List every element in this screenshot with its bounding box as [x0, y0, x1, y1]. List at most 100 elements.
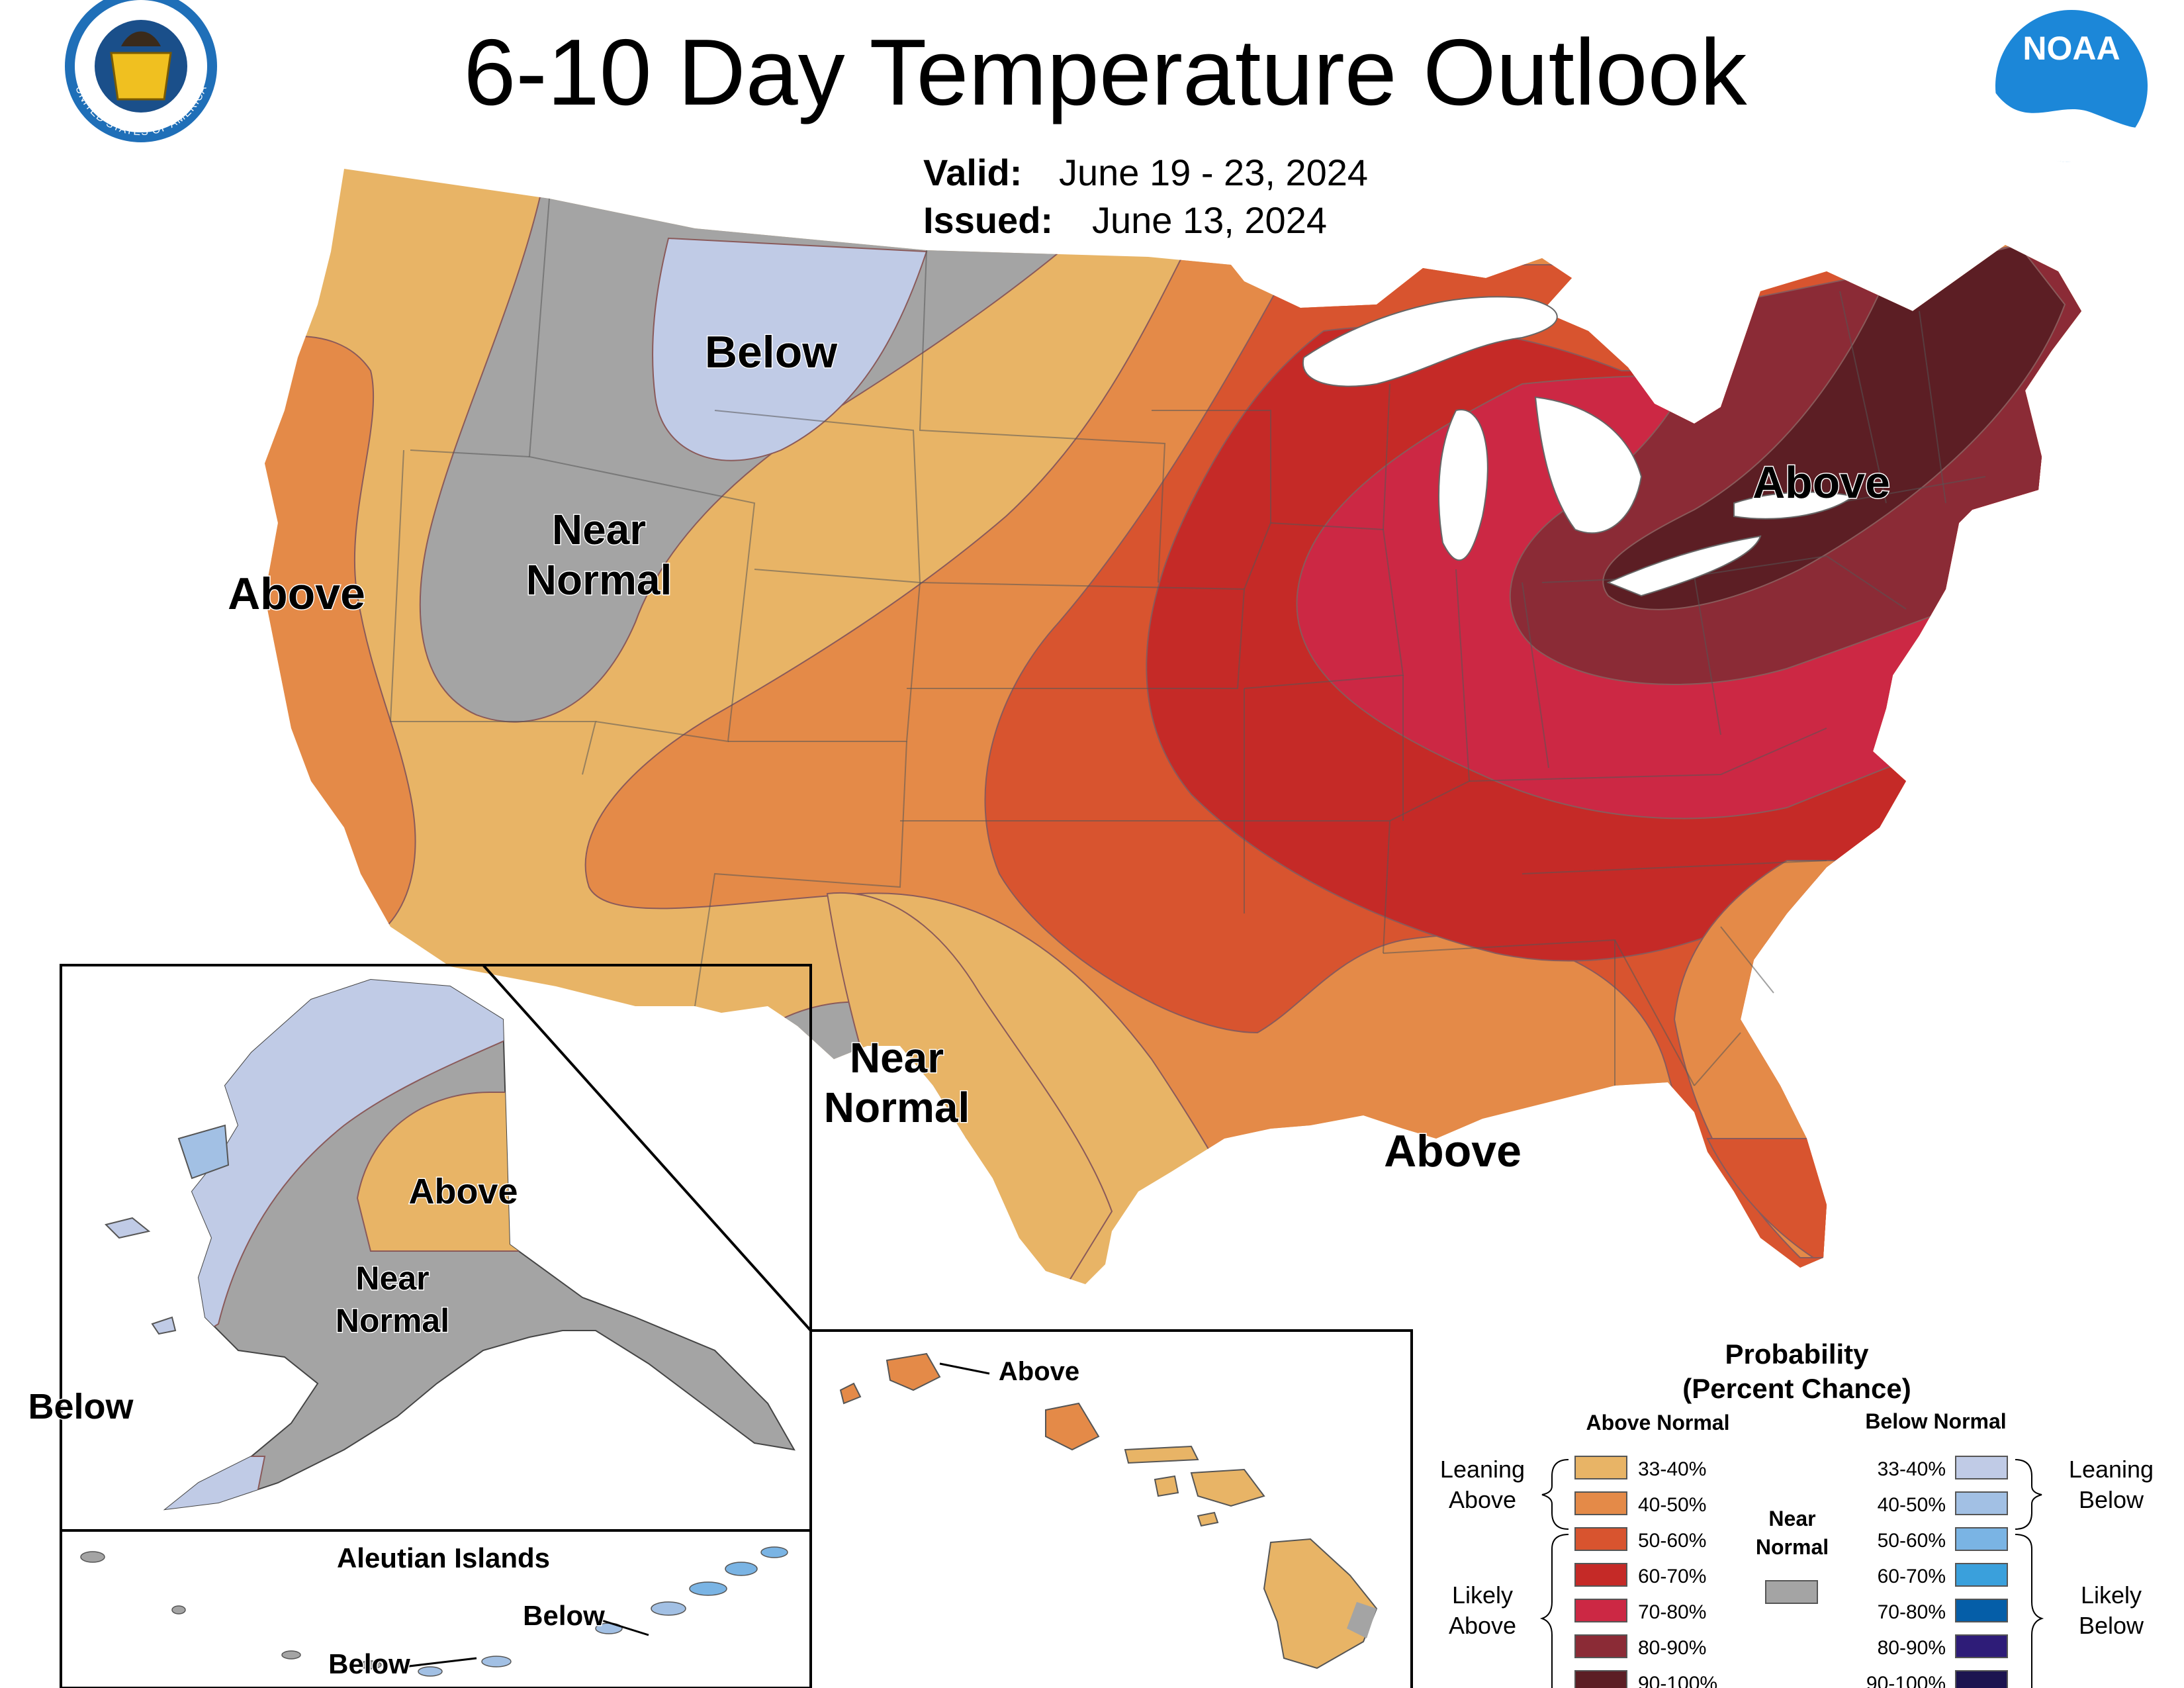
label-aleutian-title: Aleutian Islands: [337, 1542, 550, 1573]
alaska-above-region: [356, 1092, 523, 1252]
legend-below-swatch-0: [1955, 1456, 2008, 1479]
legend-brace-likely-above: [1539, 1534, 1569, 1688]
hawaii-big-island: [1263, 1538, 1378, 1669]
legend-near-1: Near: [1768, 1507, 1815, 1530]
legend-below-label-6: 90-100%: [1866, 1673, 1946, 1688]
legend-likely-below-2: Below: [2079, 1612, 2144, 1639]
legend-likely-below-1: Likely: [2081, 1581, 2142, 1609]
legend-title-2: (Percent Chance): [1682, 1373, 1911, 1404]
legend-below-items: 33-40% 40-50% 50-60% 60-70% 70-80% 80-90% 90-1…: [1866, 1456, 2008, 1688]
legend-brace-leaning-below: [2015, 1459, 2042, 1530]
legend-above-swatch-1: [1574, 1491, 1627, 1515]
label-conus-below: Below: [705, 327, 838, 377]
legend-below-label-5: 80-90%: [1878, 1637, 1946, 1659]
legend-below-label-1: 40-50%: [1878, 1494, 1946, 1516]
legend-above-label-1: 40-50%: [1638, 1494, 1706, 1516]
noaa-logo-icon: NOAA: [1995, 10, 2148, 163]
legend-above-swatch-4: [1574, 1599, 1627, 1622]
legend-above-label-6: 90-100%: [1638, 1673, 1717, 1688]
legend-below-swatch-2: [1955, 1527, 2008, 1551]
legend-above-swatch-2: [1574, 1527, 1627, 1551]
doc-seal-icon: DEPARTMENT OF COMMERCE UNITED STATES OF …: [65, 0, 217, 142]
legend-below-swatch-3: [1955, 1563, 2008, 1587]
label-conus-near-tx-1: Near: [850, 1034, 944, 1082]
legend-below-swatch-6: [1955, 1670, 2008, 1688]
hawaii-oahu: [1045, 1402, 1100, 1451]
label-conus-near-tx-2: Normal: [824, 1084, 970, 1131]
alaska-inset: Above Near Normal Below Aleutian Islands…: [27, 964, 812, 1688]
lake-superior: [1302, 296, 1558, 387]
legend-below-label-2: 50-60%: [1878, 1530, 1946, 1552]
valid-date: June 19 - 23, 2024: [1059, 152, 1368, 193]
legend-above-label-4: 70-80%: [1638, 1601, 1706, 1623]
alaska-below-region: [165, 980, 523, 1358]
legend-leaning-below-1: Leaning: [2069, 1456, 2154, 1483]
hawaii-maui: [1190, 1468, 1265, 1507]
label-conus-near-2: Normal: [526, 556, 672, 604]
alaska-island-1: [105, 1217, 151, 1239]
legend-above-swatch-6: [1574, 1670, 1627, 1688]
lake-erie: [1606, 535, 1762, 597]
alaska-below-sw-region: [165, 1456, 266, 1509]
legend-below-swatch-5: [1955, 1634, 2008, 1658]
label-alaska-near-2: Normal: [336, 1302, 449, 1339]
legend-above-swatch-0: [1574, 1456, 1627, 1479]
legend-above-swatch-5: [1574, 1634, 1627, 1658]
region-below-montana: [652, 237, 928, 461]
hawaii-molokai: [1124, 1445, 1199, 1464]
lake-huron: [1534, 396, 1643, 534]
hawaii-inset: Above: [809, 1329, 1413, 1688]
legend-above-label-5: 80-90%: [1638, 1637, 1706, 1659]
legend-likely-above-2: Above: [1449, 1612, 1516, 1639]
label-conus-above-northeast: Above: [1752, 457, 1890, 508]
legend-below-swatch-1: [1955, 1491, 2008, 1515]
label-conus-above-south: Above: [1384, 1126, 1522, 1176]
valid-label: Valid:: [923, 152, 1022, 193]
lake-michigan: [1438, 409, 1488, 561]
issued-label: Issued:: [923, 199, 1053, 241]
legend-below-label-0: 33-40%: [1878, 1458, 1946, 1480]
label-alaska-below: Below: [28, 1387, 134, 1427]
label-conus-near-1: Near: [552, 506, 646, 553]
legend-above-label-2: 50-60%: [1638, 1530, 1706, 1552]
label-aleutian-below-1: Below: [523, 1600, 605, 1631]
state-boundaries: [389, 198, 1986, 1086]
label-hawaii-above: Above: [999, 1357, 1079, 1386]
noaa-logo-text: NOAA: [2023, 30, 2120, 67]
legend-near-normal-swatch: [1765, 1580, 1818, 1604]
great-lakes: [1302, 296, 1855, 597]
map-title: 6-10 Day Temperature Outlook: [463, 20, 1747, 125]
legend-below-header: Below Normal: [1865, 1409, 2006, 1433]
legend-above-header: Above Normal: [1586, 1411, 1730, 1434]
alaska-island-2: [177, 1124, 230, 1180]
legend-above-items: 33-40% 40-50% 50-60% 60-70% 70-80% 80-90% 90-1…: [1574, 1456, 1717, 1688]
aleutian-islands: [80, 1546, 788, 1677]
legend-below-label-4: 70-80%: [1878, 1601, 1946, 1623]
label-aleutian-below-2: Below: [328, 1648, 410, 1679]
legend-below-swatch-4: [1955, 1599, 2008, 1622]
legend-brace-leaning-above: [1541, 1459, 1569, 1530]
label-alaska-above: Above: [408, 1172, 518, 1211]
legend-below-label-3: 60-70%: [1878, 1566, 1946, 1587]
region-florida-50-60: [1706, 1138, 1841, 1258]
issued-date: June 13, 2024: [1092, 199, 1327, 241]
hawaii-niihau: [839, 1382, 862, 1405]
hawaii-kauai: [886, 1352, 941, 1391]
legend-title-1: Probability: [1725, 1338, 1869, 1370]
conus-map: [265, 169, 2081, 1284]
legend-above-label-3: 60-70%: [1638, 1566, 1706, 1587]
lake-ontario: [1733, 491, 1855, 520]
hawaii-big-island-near-normal: [1347, 1602, 1377, 1638]
legend-above-swatch-3: [1574, 1563, 1627, 1587]
legend-leaning-below-2: Below: [2079, 1486, 2144, 1513]
label-alaska-near-1: Near: [355, 1260, 429, 1297]
legend-above-label-0: 33-40%: [1638, 1458, 1706, 1480]
legend-likely-above-1: Likely: [1452, 1581, 1513, 1609]
legend-leaning-above-2: Above: [1449, 1486, 1516, 1513]
alaska-island-3: [151, 1316, 177, 1335]
region-90-100: [1602, 244, 2066, 610]
legend: Probability (Percent Chance) Above Norma…: [1440, 1338, 2154, 1688]
legend-leaning-above-1: Leaning: [1440, 1456, 1525, 1483]
label-conus-above-west: Above: [228, 569, 365, 619]
